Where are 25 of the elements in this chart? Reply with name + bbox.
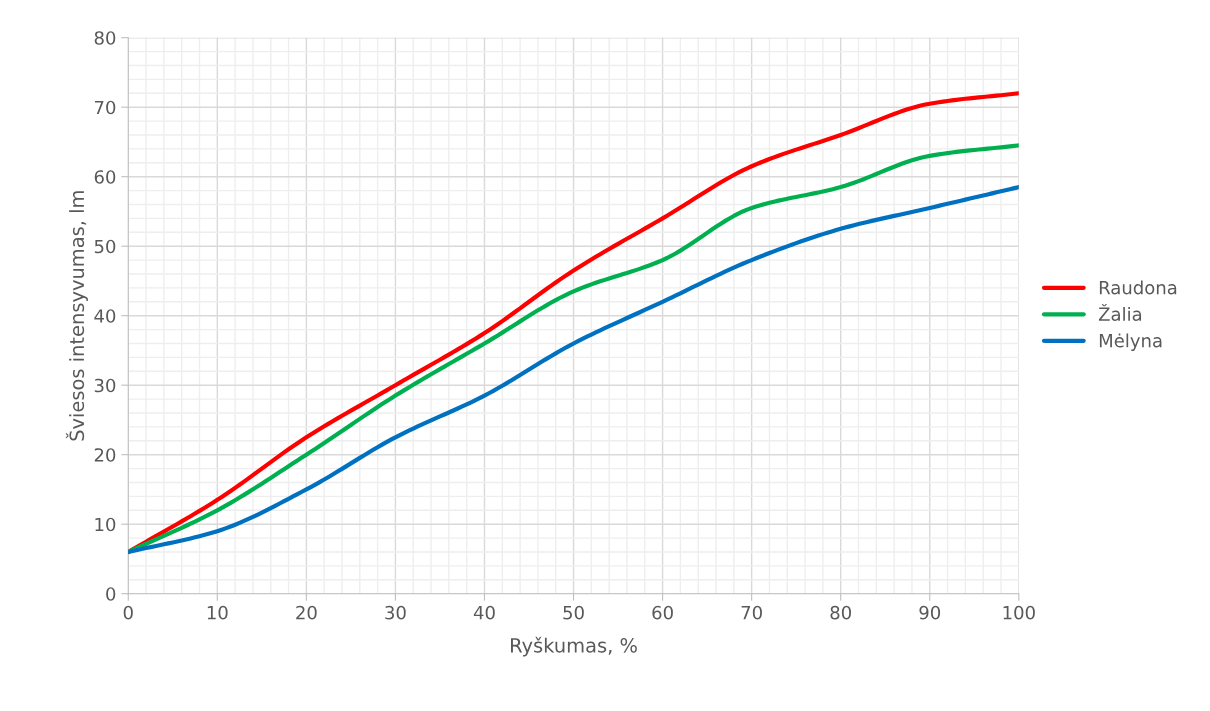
x-tick-label: 0	[123, 605, 133, 620]
x-tick-label: 10	[207, 605, 228, 620]
y-tick-label: 0	[106, 587, 116, 601]
y-tick-label: 20	[94, 448, 116, 462]
x-tick-label: 90	[919, 605, 941, 620]
x-tick-label: 50	[563, 605, 584, 620]
y-tick-label: 30	[94, 378, 116, 393]
x-tick-label: 40	[473, 605, 495, 620]
y-tick-label: 80	[94, 31, 116, 45]
y-tick-label: 10	[95, 517, 116, 532]
x-tick-label: 30	[385, 605, 406, 620]
x-tick-label: 100	[1003, 605, 1035, 620]
legend-label: Mėlyna	[1099, 333, 1162, 351]
legend-label: Žalia	[1098, 303, 1142, 321]
y-axis-title: Šviesos intensyvumas, lm	[65, 191, 88, 441]
y-tick-label: 70	[94, 100, 116, 115]
x-tick-label: 20	[296, 605, 317, 620]
x-tick-label: 70	[741, 605, 762, 620]
x-axis-title: Ryškumas, %	[511, 636, 637, 657]
y-tick-label: 40	[94, 309, 116, 323]
x-tick-label: 60	[652, 605, 673, 620]
y-tick-label: 50	[94, 239, 116, 254]
x-tick-label: 80	[830, 605, 851, 620]
legend-label: Raudona	[1099, 280, 1177, 295]
y-tick-label: 60	[94, 170, 116, 184]
